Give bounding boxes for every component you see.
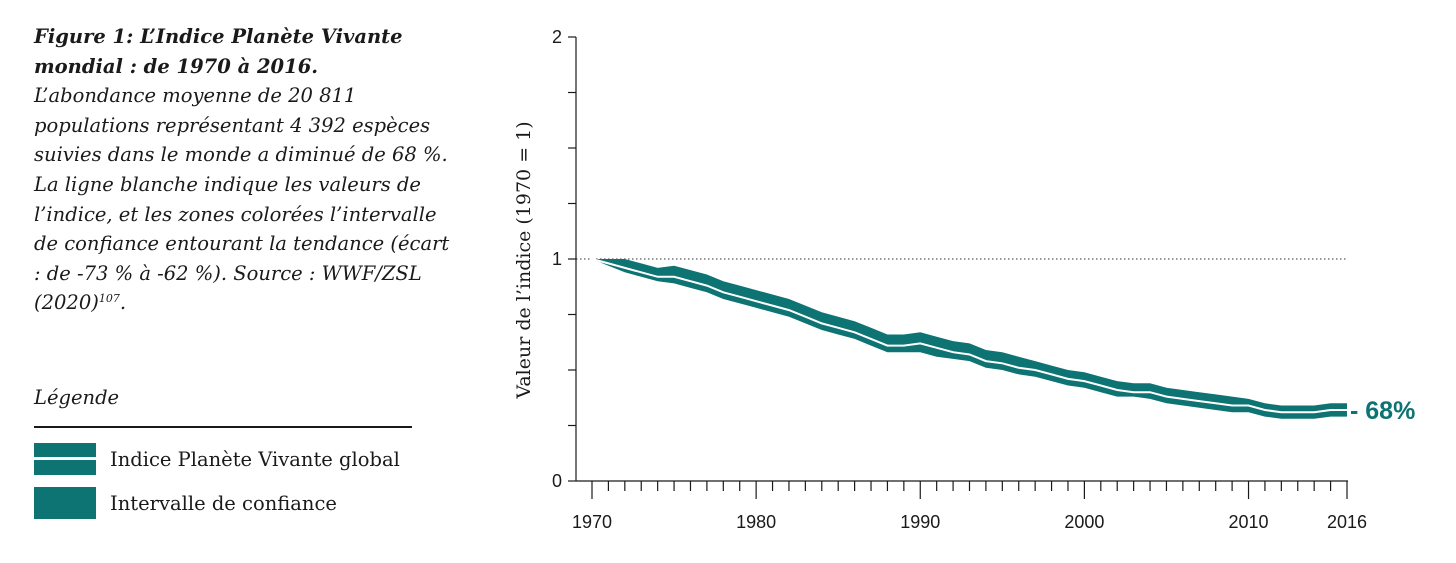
x-tick-label: 2016 [1327, 512, 1367, 532]
x-tick-label: 1980 [736, 512, 776, 532]
legend-title: Légende [34, 386, 120, 409]
index-line [591, 258, 1347, 414]
y-tick-label: 1 [552, 249, 562, 269]
y-axis-label: Valeur de l’indice (1970 = 1) [513, 121, 535, 399]
figure-description: L’abondance moyenne de 20 811 population… [34, 84, 450, 315]
legend-item-index: Indice Planète Vivante global [34, 442, 400, 476]
decline-label: - 68% [1350, 397, 1415, 425]
x-tick-label: 1990 [900, 512, 940, 532]
confidence-interval-band [592, 259, 1347, 419]
legend-divider [34, 426, 412, 428]
legend-label-confidence: Intervalle de confiance [110, 491, 337, 515]
y-tick-label: 0 [552, 471, 562, 491]
figure-title: Figure 1: L’Indice Planète Vivante mondi… [34, 25, 403, 78]
legend-item-confidence: Intervalle de confiance [34, 486, 337, 520]
legend-swatch-index [34, 443, 96, 475]
x-tick-label: 2010 [1228, 512, 1268, 532]
y-tick-label: 2 [552, 27, 562, 47]
x-tick-label: 2000 [1064, 512, 1104, 532]
figure-caption: Figure 1: L’Indice Planète Vivante mondi… [34, 22, 454, 318]
legend-swatch-confidence [34, 487, 96, 519]
reference-superscript: 107 [98, 292, 120, 306]
legend-label-index: Indice Planète Vivante global [110, 447, 400, 471]
x-tick-label: 1970 [572, 512, 612, 532]
caption-end: . [119, 291, 127, 315]
